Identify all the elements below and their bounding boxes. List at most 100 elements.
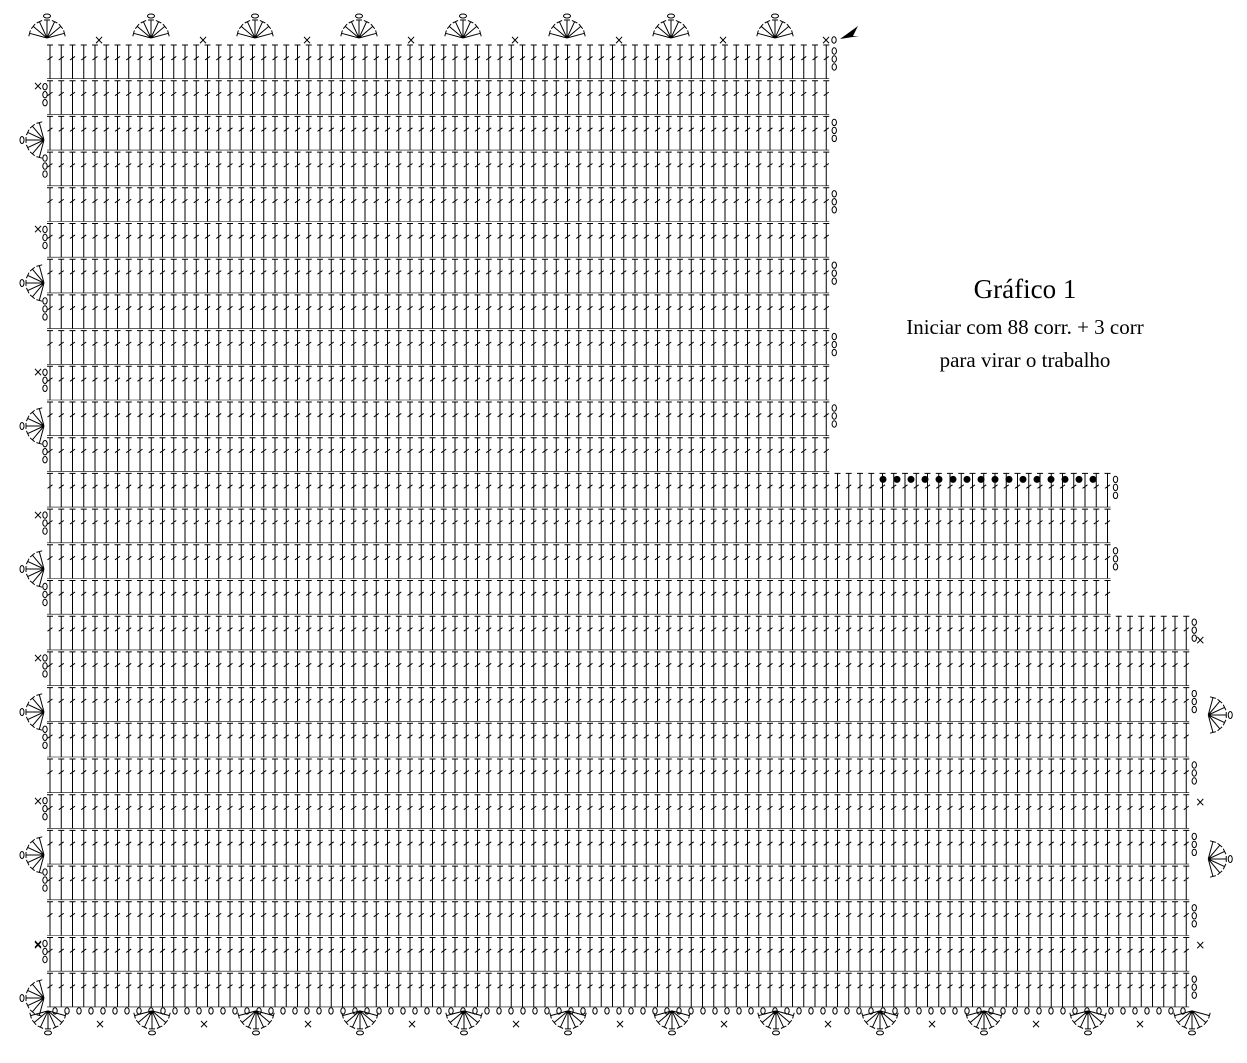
double-crochet-stitches bbox=[47, 829, 1190, 865]
stitch-rows bbox=[42, 44, 1197, 1008]
double-crochet-stitches bbox=[47, 437, 830, 472]
stitch-row bbox=[42, 294, 830, 329]
chain-symbol bbox=[520, 1007, 526, 1015]
shell-fan bbox=[445, 1010, 483, 1036]
chain-symbol bbox=[1112, 483, 1119, 492]
chain-symbol bbox=[831, 269, 837, 277]
chain-symbol bbox=[42, 305, 48, 313]
chain-symbol bbox=[832, 1007, 838, 1015]
chain-symbol bbox=[760, 1007, 766, 1015]
chain-symbol bbox=[1191, 697, 1197, 706]
slip-stitch bbox=[963, 475, 971, 483]
stitch-row bbox=[42, 794, 1190, 829]
double-crochet-stitches bbox=[47, 615, 1190, 650]
chain-symbol bbox=[364, 1007, 370, 1015]
chain-symbol bbox=[42, 154, 48, 162]
chain-symbol bbox=[868, 1007, 874, 1015]
chain-symbol bbox=[1012, 1007, 1018, 1015]
chain-symbol bbox=[1191, 912, 1197, 920]
start-instruction-line-2: para virar o trabalho bbox=[939, 348, 1111, 372]
shell-fan bbox=[19, 264, 45, 302]
start-arrow-icon bbox=[840, 26, 859, 39]
double-crochet-stitches bbox=[47, 508, 1111, 543]
chain-symbol bbox=[268, 1007, 274, 1015]
chain-symbol bbox=[42, 813, 48, 821]
chain-symbol bbox=[556, 1007, 562, 1015]
chain-symbol bbox=[424, 1007, 430, 1015]
chain-symbol bbox=[952, 1007, 958, 1015]
chain-symbol bbox=[1112, 547, 1119, 555]
chain-symbol bbox=[64, 1007, 70, 1015]
chain-symbol bbox=[42, 662, 48, 670]
stitch-row bbox=[47, 972, 1197, 1008]
chain-symbol bbox=[1191, 920, 1197, 928]
chain-symbol bbox=[42, 225, 48, 234]
chain-symbol bbox=[748, 1007, 754, 1015]
chain-symbol bbox=[42, 376, 48, 384]
chain-symbol bbox=[42, 598, 48, 607]
chain-symbol bbox=[42, 313, 48, 321]
chain-symbol bbox=[42, 654, 48, 662]
chain-symbol bbox=[42, 170, 48, 178]
chart-caption: Gráfico 1 Iniciar com 88 corr. + 3 corr … bbox=[860, 270, 1190, 374]
chain-symbol bbox=[592, 1007, 598, 1015]
chain-symbol bbox=[544, 1007, 550, 1015]
chain-symbol bbox=[244, 1007, 250, 1015]
stitch-row bbox=[42, 580, 1111, 615]
single-crochet-symbol: × bbox=[718, 33, 728, 47]
chain-symbol bbox=[831, 47, 837, 55]
chain-symbol bbox=[328, 1007, 334, 1015]
chain-symbol bbox=[148, 1007, 154, 1015]
shell-fan bbox=[19, 121, 45, 159]
single-crochet-symbol: × bbox=[199, 1017, 209, 1031]
chain-symbol bbox=[412, 1007, 418, 1015]
shell-fan bbox=[444, 13, 482, 39]
chain-symbol bbox=[1000, 1007, 1006, 1015]
chain-symbol bbox=[42, 384, 48, 392]
chain-symbol bbox=[1036, 1007, 1042, 1015]
chain-symbol bbox=[676, 1007, 682, 1015]
chain-symbol bbox=[796, 1007, 802, 1015]
chain-symbol bbox=[831, 348, 837, 357]
chain-symbol bbox=[1108, 1007, 1114, 1015]
stitch-row bbox=[47, 258, 837, 294]
stitch-row bbox=[42, 151, 830, 187]
chain-symbol bbox=[340, 1007, 346, 1015]
chain-symbol bbox=[1191, 904, 1197, 912]
chain-symbol bbox=[808, 1007, 814, 1015]
shell-fan bbox=[965, 1010, 1003, 1036]
shell-fan bbox=[19, 550, 45, 588]
chain-symbol bbox=[1191, 991, 1197, 999]
double-crochet-stitches bbox=[47, 544, 1111, 579]
chain-symbol bbox=[42, 725, 48, 733]
single-crochet-symbol: × bbox=[33, 222, 43, 236]
chain-symbol bbox=[1191, 832, 1197, 841]
stitch-row bbox=[47, 187, 837, 222]
chain-symbol bbox=[42, 797, 48, 805]
chain-symbol bbox=[1191, 761, 1197, 769]
shell-fan bbox=[652, 13, 690, 39]
double-crochet-stitches bbox=[47, 294, 830, 329]
stitch-row bbox=[47, 829, 1197, 865]
shell-fan bbox=[19, 407, 45, 445]
shell-fan bbox=[340, 13, 378, 39]
chain-symbol bbox=[376, 1007, 382, 1015]
stitch-row bbox=[47, 687, 1197, 722]
stitch-row bbox=[47, 330, 837, 365]
chain-symbol bbox=[831, 36, 837, 44]
single-crochet-symbol: × bbox=[33, 938, 43, 952]
chain-symbol bbox=[42, 868, 48, 876]
single-crochet-symbol: × bbox=[1135, 1017, 1145, 1031]
start-instruction-line-1: Iniciar com 88 corr. + 3 corr bbox=[906, 315, 1144, 339]
slip-stitch bbox=[1019, 475, 1027, 483]
chain-symbol bbox=[160, 1007, 166, 1015]
slip-stitch bbox=[935, 475, 943, 483]
chain-symbol bbox=[1168, 1007, 1174, 1015]
chain-symbol bbox=[460, 1007, 466, 1015]
double-crochet-stitches bbox=[47, 115, 830, 151]
chain-symbol bbox=[42, 590, 48, 599]
shell-fan bbox=[28, 13, 66, 39]
shell-fan bbox=[549, 1010, 587, 1036]
slip-stitch bbox=[1033, 475, 1041, 483]
chain-symbol bbox=[1180, 1007, 1186, 1015]
